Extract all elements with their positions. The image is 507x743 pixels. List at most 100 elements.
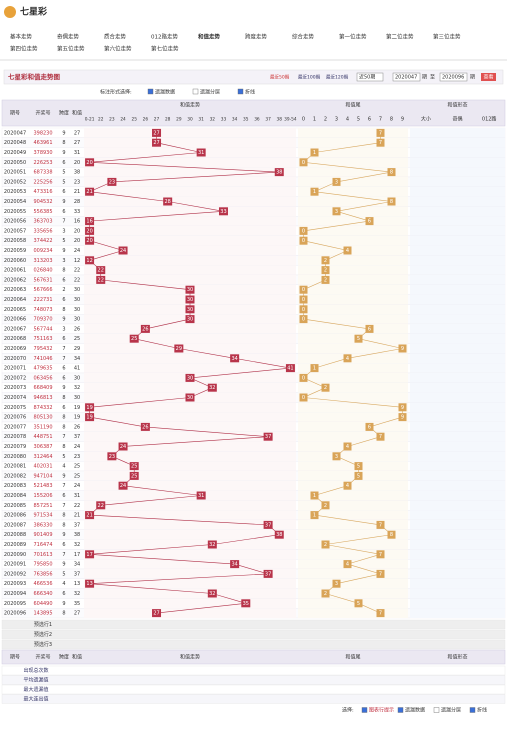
sum-area — [84, 559, 296, 569]
tail-area — [298, 412, 408, 422]
nav-link[interactable]: 和值走势 — [198, 33, 221, 41]
tail-marker — [365, 217, 374, 226]
draw-number: 901409 — [33, 532, 52, 538]
tail-marker — [376, 609, 385, 618]
sum-marker-label: 23 — [109, 454, 115, 460]
nav-link[interactable]: 第四位走势 — [10, 45, 38, 53]
button-text[interactable]: 查看 — [483, 74, 493, 81]
sum-marker-label: 21 — [86, 189, 92, 195]
checkbox[interactable] — [469, 707, 476, 713]
issue: 2020054 — [4, 199, 26, 205]
tail-marker — [310, 187, 319, 196]
checkbox[interactable] — [192, 88, 199, 95]
stats-row — [1, 665, 506, 676]
tail-marker-label: 0 — [302, 317, 305, 323]
sum: 26 — [74, 326, 80, 332]
tail-area — [298, 216, 408, 226]
sum-column: 32 — [210, 117, 216, 123]
tail-area — [298, 549, 408, 560]
draw-number: 741046 — [33, 356, 52, 362]
issue: 2020094 — [4, 591, 26, 597]
select[interactable] — [356, 72, 384, 82]
tail-area — [298, 510, 408, 520]
tail-marker-label: 1 — [313, 189, 316, 195]
checkbox[interactable] — [147, 88, 154, 95]
tail-marker — [343, 560, 352, 569]
issue: 2020050 — [4, 160, 26, 166]
span: 5 — [62, 238, 65, 244]
sum-marker-label: 20 — [86, 228, 92, 234]
span: 6 — [62, 405, 65, 411]
checkbox[interactable] — [237, 88, 244, 95]
form-area — [410, 147, 505, 158]
sum-marker — [263, 432, 273, 441]
draw-number: 795850 — [33, 562, 52, 568]
tail-column: 7 — [379, 117, 382, 123]
issue: 2020051 — [4, 170, 26, 176]
sum-marker-label: 19 — [86, 415, 92, 421]
input[interactable] — [392, 72, 421, 82]
form-area — [410, 137, 505, 148]
draw-number: 466536 — [33, 581, 52, 587]
issue: 2020064 — [4, 297, 26, 303]
nav-link[interactable]: 第三位走势 — [433, 33, 461, 41]
nav-link[interactable]: 质合走势 — [104, 33, 127, 41]
nav-link[interactable]: 综合走势 — [292, 33, 315, 41]
nav-link[interactable]: 跨度走势 — [245, 33, 268, 41]
range-link[interactable]: 最近100期 — [298, 74, 321, 81]
nav-link[interactable]: 第七位走势 — [151, 45, 179, 53]
tail-marker — [299, 158, 308, 167]
tail-marker — [376, 432, 385, 441]
range-link[interactable]: 最近120期 — [326, 74, 349, 81]
nav-link[interactable]: 第五位走势 — [57, 45, 85, 53]
form-column: 奇偶 — [452, 116, 462, 123]
sum-marker-label: 34 — [231, 356, 237, 362]
tail-marker — [299, 285, 308, 294]
sum-marker — [85, 226, 95, 235]
checkbox[interactable] — [433, 707, 440, 713]
sum-column: 34 — [232, 117, 238, 123]
sum: 30 — [74, 395, 80, 401]
input[interactable] — [439, 72, 468, 82]
nav-link[interactable]: 第二位走势 — [386, 33, 414, 41]
sum-marker — [218, 207, 228, 216]
checkbox[interactable] — [397, 707, 404, 713]
tail-column: 6 — [368, 117, 371, 123]
sum-marker — [85, 550, 95, 559]
tail-marker — [376, 520, 385, 529]
issue: 2020095 — [4, 601, 26, 607]
range-link[interactable]: 最近50期 — [270, 74, 290, 81]
footer-option: 折线 — [477, 707, 487, 714]
tail-marker-label: 2 — [324, 258, 327, 264]
sum-marker — [230, 354, 240, 363]
span: 5 — [62, 454, 65, 460]
nav-link[interactable]: 第一位走势 — [339, 33, 367, 41]
draw-number: 556385 — [33, 209, 52, 215]
sum-area — [84, 569, 296, 579]
tail-marker — [387, 197, 396, 206]
sum-area — [84, 539, 296, 550]
nav-link[interactable]: 奇偶走势 — [57, 33, 80, 41]
nav-link[interactable]: 012路走势 — [151, 33, 178, 41]
sum: 33 — [74, 209, 80, 215]
tail-marker — [332, 207, 341, 216]
tail-area — [298, 569, 408, 579]
draw-number: 521483 — [33, 483, 52, 489]
nav-link[interactable]: 基本走势 — [10, 33, 33, 41]
button[interactable] — [481, 73, 496, 81]
nav-link[interactable]: 第六位走势 — [104, 45, 132, 53]
sum-marker-label: 30 — [187, 395, 193, 401]
issue: 2020069 — [4, 346, 26, 352]
span: 8 — [62, 513, 65, 519]
tail-column: 0 — [302, 117, 305, 123]
issue: 2020075 — [4, 405, 26, 411]
sum: 34 — [74, 356, 80, 362]
span: 6 — [62, 189, 65, 195]
tail-marker-label: 3 — [335, 179, 338, 185]
stats-label: 出现总次数 — [23, 667, 48, 674]
sum-marker-label: 32 — [209, 542, 215, 548]
checkbox[interactable] — [361, 707, 368, 713]
option-label: 遗漏分层 — [200, 89, 220, 96]
group-header: 和值走势 — [180, 102, 200, 109]
span: 4 — [62, 464, 65, 470]
